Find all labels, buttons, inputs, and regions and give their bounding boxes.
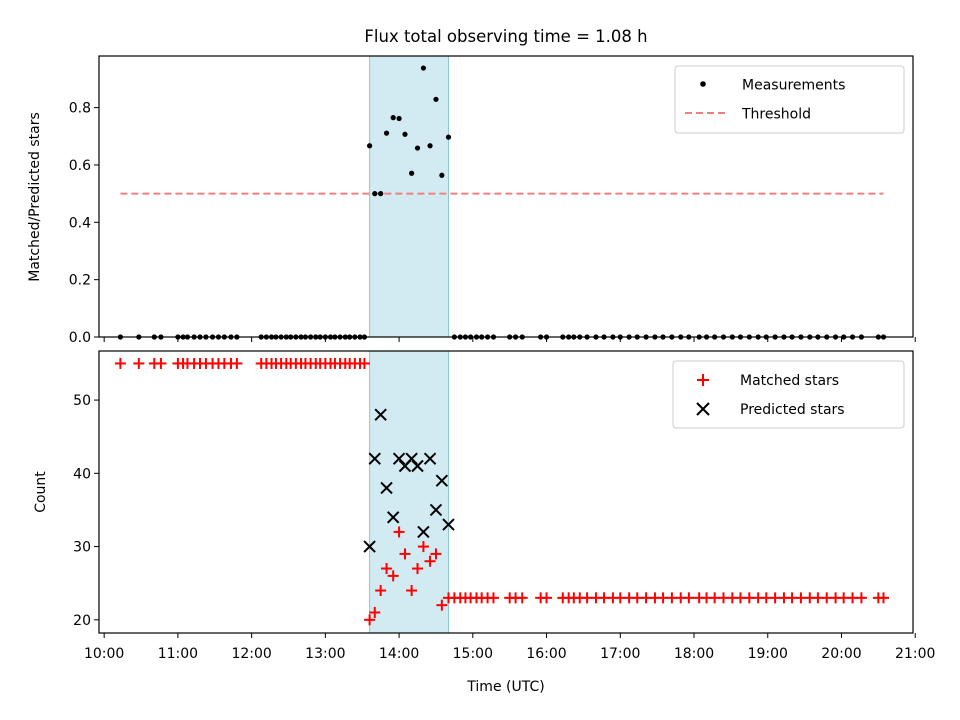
legend-matched-marker bbox=[697, 374, 709, 386]
measurement-point bbox=[433, 96, 439, 102]
top-y-label: Matched/Predicted stars bbox=[27, 112, 43, 282]
matched-star-point bbox=[375, 585, 387, 597]
matched-star-point bbox=[412, 563, 424, 575]
matched-star-point bbox=[406, 585, 418, 597]
x-tick-label: 18:00 bbox=[674, 646, 714, 662]
y-tick-label: 30 bbox=[73, 540, 91, 556]
matched-star-point bbox=[487, 592, 499, 604]
x-tick-label: 19:00 bbox=[748, 646, 788, 662]
x-tick-label: 13:00 bbox=[305, 646, 345, 662]
bottom-y-axis: 20 30 40 50 bbox=[73, 393, 99, 629]
matched-star-point bbox=[133, 357, 145, 369]
top-legend-box bbox=[674, 65, 905, 134]
matched-star-point bbox=[155, 357, 167, 369]
bottom-legend: Matched stars Predicted stars bbox=[672, 360, 905, 429]
predicted-star-point bbox=[442, 518, 455, 531]
top-y-axis: 0.0 0.2 0.4 0.6 0.8 bbox=[69, 101, 99, 346]
matched-star-point bbox=[364, 614, 376, 626]
x-tick-label: 10:00 bbox=[84, 646, 124, 662]
matched-star-point bbox=[393, 526, 405, 538]
matched-star-point bbox=[358, 357, 370, 369]
predicted-star-point bbox=[417, 525, 430, 539]
x-tick-label: 20:00 bbox=[821, 646, 861, 662]
matched-star-point bbox=[855, 592, 867, 604]
matched-stars-points bbox=[114, 357, 890, 626]
matched-star-point bbox=[417, 541, 429, 553]
x-tick-label: 17:00 bbox=[600, 646, 640, 662]
y-tick-label: 0.6 bbox=[69, 158, 91, 174]
legend-predicted-marker bbox=[696, 402, 710, 416]
y-tick-label: 0.4 bbox=[69, 215, 91, 231]
matched-star-point bbox=[424, 555, 436, 567]
bottom-x-label: Time (UTC) bbox=[466, 679, 544, 695]
bottom-y-label: Count bbox=[33, 471, 49, 513]
legend-matched-label: Matched stars bbox=[740, 373, 839, 389]
x-tick-label: 12:00 bbox=[231, 646, 271, 662]
measurement-point bbox=[378, 191, 384, 197]
matched-star-point bbox=[683, 592, 695, 604]
y-tick-label: 0.0 bbox=[69, 330, 91, 346]
y-tick-label: 50 bbox=[73, 393, 91, 409]
predicted-stars-points bbox=[363, 408, 455, 553]
top-panel: 0.00.20.40.60.8 Matched/Predicted stars … bbox=[27, 55, 916, 346]
measurement-point bbox=[409, 170, 415, 176]
top-plot-frame bbox=[98, 55, 914, 338]
bottom-x-axis: 10:00 11:00 12:00 13:00 14:00 15:00 16:00 17:00… bbox=[84, 633, 935, 662]
y-tick-label: 0.2 bbox=[69, 273, 91, 289]
matched-star-point bbox=[541, 592, 553, 604]
measurement-point bbox=[414, 145, 421, 151]
predicted-star-point bbox=[411, 459, 424, 473]
x-tick-label: 14:00 bbox=[379, 646, 419, 662]
legend-measurements-label: Measurements bbox=[742, 78, 845, 94]
x-tick-label: 15:00 bbox=[453, 646, 493, 662]
measurement-point bbox=[383, 130, 390, 136]
matched-star-point bbox=[381, 563, 393, 575]
bottom-legend-box bbox=[672, 360, 905, 429]
matched-star-point bbox=[399, 548, 411, 560]
predicted-star-point bbox=[429, 503, 443, 517]
predicted-star-point bbox=[368, 452, 381, 465]
x-tick-label: 16:00 bbox=[526, 646, 566, 662]
measurement-point bbox=[445, 134, 452, 140]
predicted-star-point bbox=[374, 408, 387, 421]
top-legend: Measurements Threshold bbox=[674, 65, 905, 134]
matched-star-point bbox=[369, 606, 381, 618]
matched-star-point bbox=[436, 599, 448, 611]
x-tick-label: 11:00 bbox=[158, 646, 198, 662]
predicted-star-point bbox=[435, 474, 449, 487]
measurement-point bbox=[402, 131, 408, 137]
matched-star-point bbox=[516, 592, 528, 604]
measurement-point bbox=[427, 143, 433, 149]
measurement-point bbox=[390, 115, 396, 121]
matched-star-point bbox=[430, 548, 442, 560]
predicted-star-point bbox=[423, 452, 437, 465]
measurement-point bbox=[396, 115, 402, 122]
measurement-point bbox=[439, 172, 445, 178]
predicted-star-point bbox=[380, 481, 393, 495]
matched-star-point bbox=[878, 592, 890, 604]
matched-star-point bbox=[231, 357, 243, 369]
measurement-point bbox=[420, 65, 427, 71]
chart-title: Flux total observing time = 1.08 h bbox=[364, 27, 647, 46]
legend-predicted-label: Predicted stars bbox=[740, 402, 845, 418]
bottom-plot-frame bbox=[98, 350, 914, 634]
y-tick-label: 40 bbox=[73, 466, 91, 482]
legend-measurements-marker bbox=[700, 81, 706, 87]
measurement-point bbox=[372, 191, 378, 197]
predicted-star-point bbox=[363, 540, 376, 553]
matched-star-point bbox=[387, 570, 399, 582]
matched-star-point bbox=[114, 357, 126, 369]
predicted-star-point bbox=[386, 511, 400, 524]
x-tick-label: 21:00 bbox=[895, 646, 935, 662]
measurement-point bbox=[366, 143, 373, 149]
y-tick-label: 0.8 bbox=[69, 101, 91, 117]
legend-threshold-label: Threshold bbox=[741, 107, 811, 123]
top-highlight-span bbox=[369, 55, 449, 338]
predicted-star-point bbox=[392, 452, 406, 465]
predicted-star-point bbox=[405, 452, 418, 465]
y-tick-label: 20 bbox=[73, 613, 91, 629]
top-x-ticks bbox=[103, 337, 916, 342]
